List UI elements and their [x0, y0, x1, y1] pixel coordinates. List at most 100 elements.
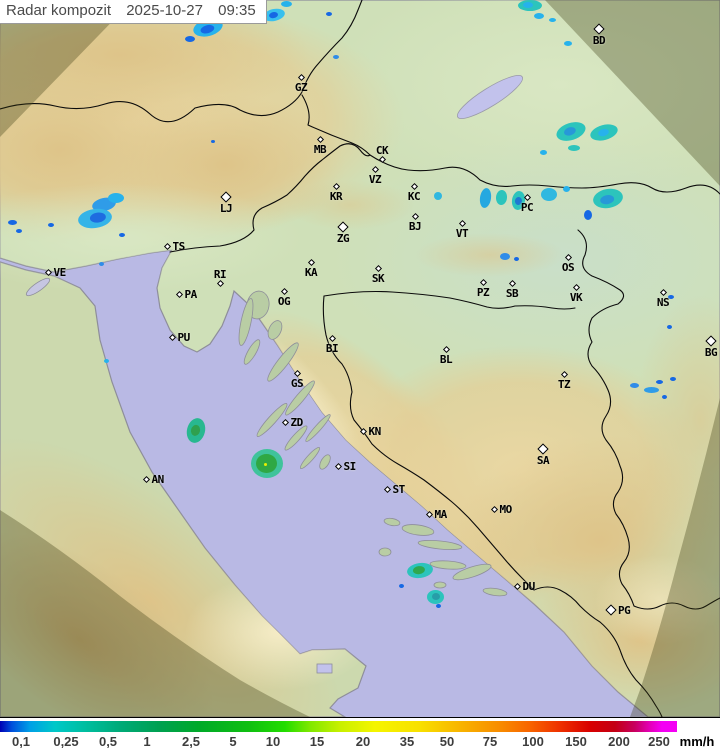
station-label-RI: RI [213, 267, 227, 281]
radar-echo [564, 41, 572, 46]
station-label-PG: PG [618, 604, 631, 617]
radar-echo [670, 377, 676, 381]
station-label-OS: OS [561, 260, 575, 274]
legend-tick-200: 200 [608, 734, 630, 749]
station-marker-SA [537, 443, 549, 455]
station-marker-TZ [560, 370, 568, 378]
station-marker-PC [523, 193, 531, 201]
station-marker-BI [328, 334, 336, 342]
station-marker-SI [334, 462, 342, 470]
station-marker-LJ [220, 191, 232, 203]
radar-echo [540, 150, 547, 155]
legend-tick-250: 250 [648, 734, 670, 749]
station-marker-PU [168, 333, 176, 341]
station-label-BG: BG [704, 346, 718, 359]
station-label-VZ: VZ [368, 172, 382, 186]
radar-echo-core [523, 2, 533, 8]
station-marker-BL [442, 345, 450, 353]
station-marker-MB [316, 135, 324, 143]
station-label-VK: VK [569, 290, 583, 304]
station-marker-OG [280, 287, 288, 295]
station-marker-SK [374, 264, 382, 272]
time-label: 09:35 [218, 2, 256, 19]
app-title: Radar kompozit [6, 2, 112, 19]
country-border-lines [0, 0, 720, 717]
radar-echo [16, 229, 22, 233]
station-marker-ZG [337, 221, 349, 233]
map-area: GZ BD MB CK VZ KR KC LJ ZG BJ VT PC TS OS VE RI PA OG KA SK… [0, 0, 720, 718]
station-marker-DU [513, 582, 521, 590]
radar-echo [48, 223, 54, 227]
station-marker-PG [605, 604, 617, 616]
radar-echo [644, 387, 659, 393]
station-label-GS: GS [290, 376, 304, 390]
radar-echo [518, 0, 542, 11]
station-label-BJ: BJ [408, 219, 422, 233]
station-label-KA: KA [304, 265, 318, 279]
radar-echo [251, 449, 283, 478]
station-marker-KR [332, 182, 340, 190]
radar-echo [185, 36, 195, 42]
legend-tick-100: 100 [522, 734, 544, 749]
station-label-KC: KC [407, 189, 421, 203]
radar-echo [549, 18, 556, 22]
legend-tick-50: 50 [439, 734, 455, 749]
station-marker-KC [410, 182, 418, 190]
station-marker-BG [705, 335, 717, 347]
date-label: 2025-10-27 [126, 2, 203, 19]
legend-tick-20: 20 [355, 734, 371, 749]
station-label-SI: SI [343, 460, 357, 473]
station-label-MA: MA [434, 508, 448, 521]
station-marker-VK [572, 283, 580, 291]
legend-tick-0_25: 0,25 [53, 734, 79, 749]
radar-echo [281, 1, 292, 7]
radar-echo [534, 13, 544, 19]
station-label-SA: SA [536, 454, 550, 467]
radar-echo [99, 262, 104, 266]
legend-unit: mm/h [679, 734, 715, 749]
legend-tick-0_5: 0,5 [98, 734, 118, 749]
legend-tick-1: 1 [143, 734, 151, 749]
station-label-TS: TS [172, 240, 186, 253]
station-layer: GZ BD MB CK VZ KR KC LJ ZG BJ VT PC TS OS VE RI PA OG KA SK… [44, 23, 718, 617]
radar-echo [211, 140, 215, 143]
radar-echo [104, 359, 109, 363]
station-label-MO: MO [499, 503, 513, 516]
venice-lagoon [25, 277, 51, 297]
legend-tick-0_1: 0,1 [11, 734, 31, 749]
station-marker-PA [175, 290, 183, 298]
radar-echo [427, 590, 444, 604]
radar-echo-dot [264, 463, 267, 466]
station-marker-MO [490, 505, 498, 513]
station-marker-TS [163, 242, 171, 250]
radar-echo-core [432, 593, 440, 600]
radar-echo [434, 192, 442, 200]
radar-echo [568, 145, 580, 151]
radar-echo [326, 12, 332, 16]
legend-tick-2_5: 2,5 [181, 734, 201, 749]
station-marker-VZ [371, 165, 379, 173]
legend-tick-15: 15 [309, 734, 325, 749]
station-label-BD: BD [592, 34, 606, 47]
station-marker-GS [293, 369, 301, 377]
station-label-DU: DU [522, 580, 536, 593]
station-label-PU: PU [177, 331, 191, 344]
radar-range-shading [0, 0, 720, 717]
station-label-GZ: GZ [294, 80, 308, 94]
legend-tick-5: 5 [229, 734, 237, 749]
station-label-KN: KN [368, 425, 382, 438]
station-label-ZD: ZD [290, 416, 304, 429]
station-label-PZ: PZ [476, 285, 490, 299]
radar-echo [514, 257, 519, 261]
station-marker-MA [425, 510, 433, 518]
station-marker-BJ [411, 212, 419, 220]
station-label-PA: PA [184, 288, 198, 301]
station-label-BL: BL [439, 352, 453, 366]
radar-echo [436, 604, 441, 608]
legend: 0,1 0,25 0,5 1 2,5 5 10 15 20 35 50 75 100 150 200 250 … [0, 718, 720, 751]
station-label-KR: KR [329, 189, 343, 203]
station-marker-GZ [297, 73, 305, 81]
radar-echo [119, 233, 125, 237]
radar-echo [563, 186, 570, 192]
station-marker-AN [142, 475, 150, 483]
